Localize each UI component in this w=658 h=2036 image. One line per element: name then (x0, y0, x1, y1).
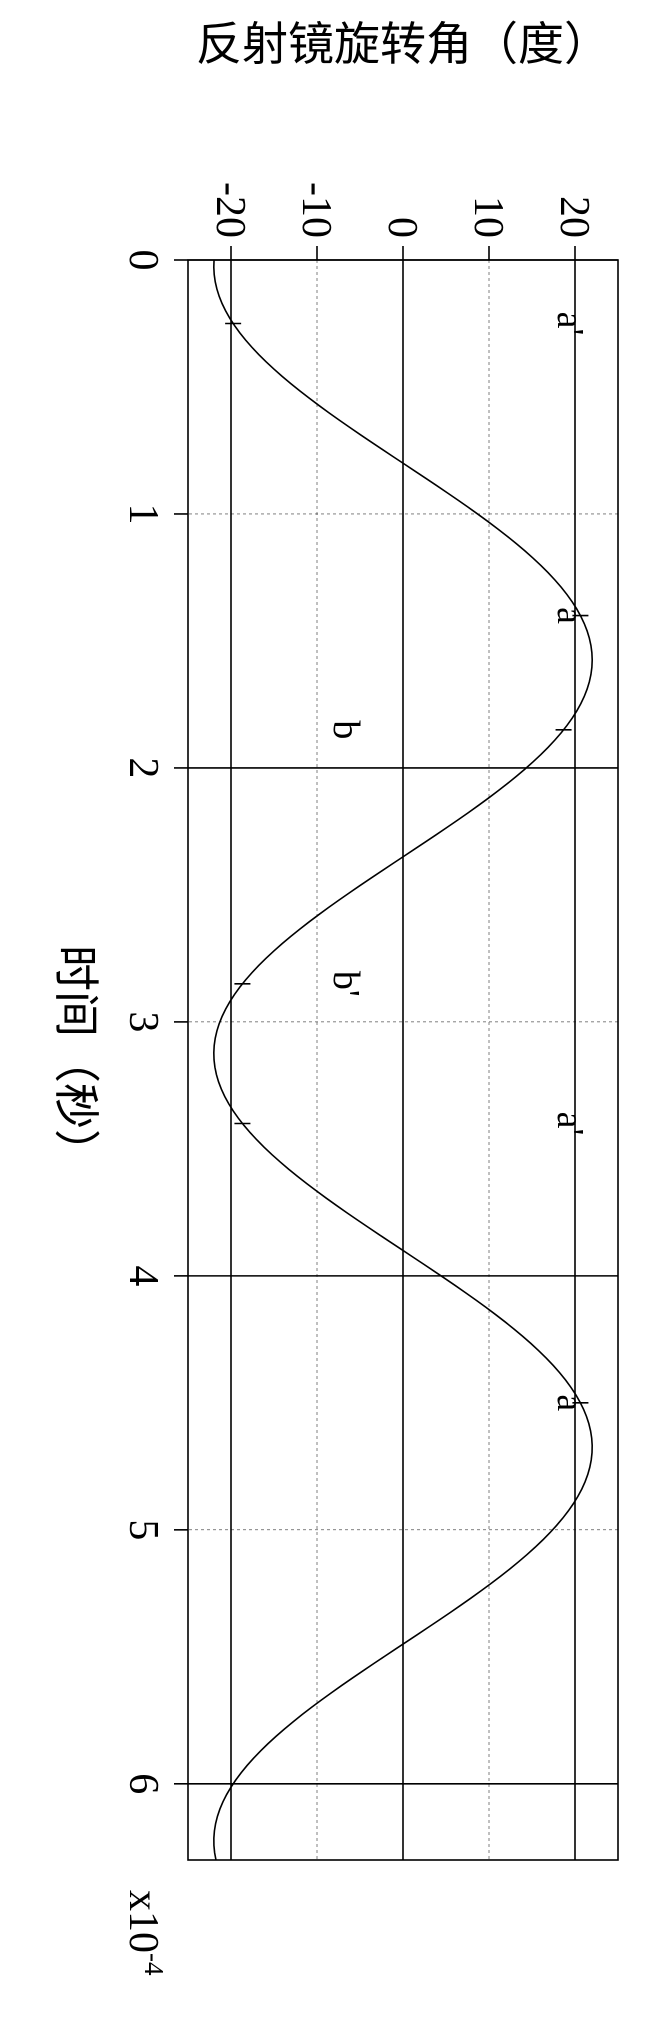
annotation-label: a (549, 607, 591, 624)
y-axis-label: 反射镜旋转角（度） (196, 19, 610, 70)
annotation-label: a (549, 1394, 591, 1411)
y-tick-label: 10 (465, 196, 511, 238)
x-tick-label: 1 (120, 503, 166, 524)
x-unit: x10-4 (120, 1890, 169, 1976)
x-tick-label: 6 (120, 1773, 166, 1794)
y-tick-label: -10 (293, 182, 339, 238)
y-tick-label: 0 (379, 217, 425, 238)
annotation-label: b' (325, 971, 367, 997)
y-tick-label: -20 (207, 182, 253, 238)
x-tick-label: 4 (120, 1265, 166, 1286)
annotation-label: a' (549, 312, 591, 336)
annotation-label: b (325, 720, 367, 739)
annotation-label: a' (549, 1112, 591, 1136)
y-tick-label: 20 (551, 196, 597, 238)
x-axis-label: 时间（秒） (50, 945, 101, 1175)
x-tick-label: 5 (120, 1519, 166, 1540)
x-tick-label: 3 (120, 1011, 166, 1032)
x-tick-label: 2 (120, 757, 166, 778)
x-tick-label: 0 (120, 250, 166, 271)
chart-container: 0 1 2 3 4 5 6 20 10 0 -10 -20 x10-4 时间（秒） 反射镜旋转角（度） a' a… (0, 0, 658, 2036)
line-chart: 0 1 2 3 4 5 6 20 10 0 -10 -20 x10-4 时间（秒） 反射镜旋转角（度） a' a… (0, 0, 658, 2036)
